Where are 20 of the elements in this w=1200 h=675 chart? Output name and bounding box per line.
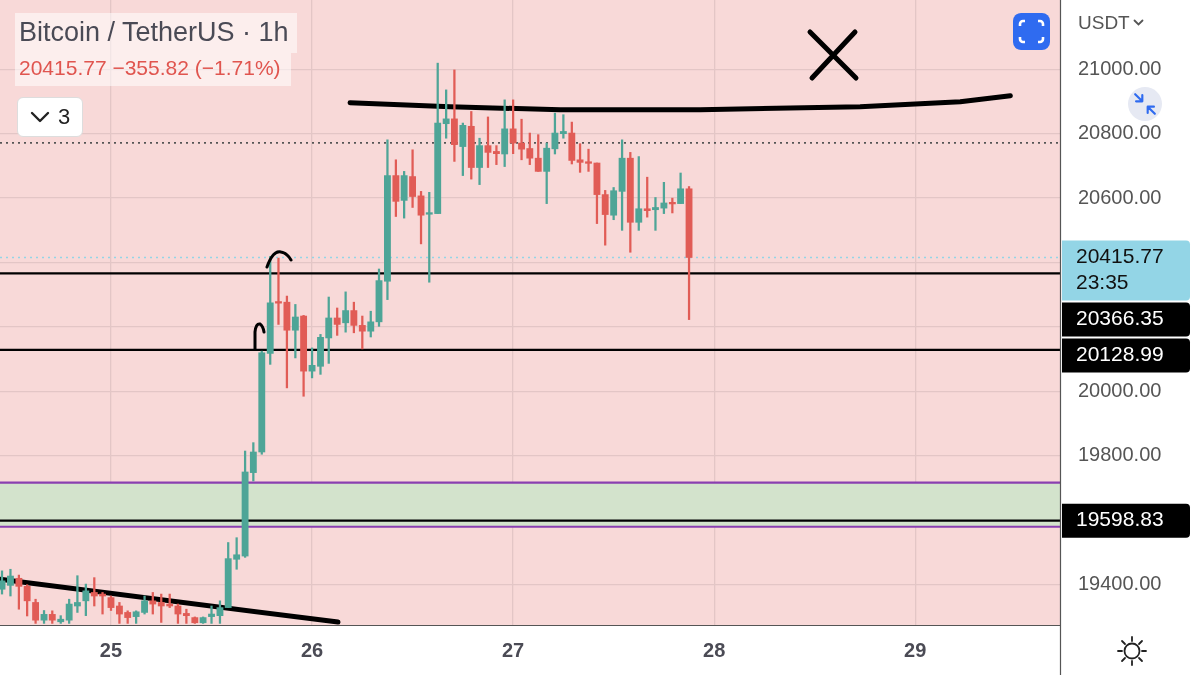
ref-line-label: 20366.35 (1076, 306, 1164, 330)
x-tick-label: 25 (99, 638, 123, 661)
y-tick-label: 19800.00 (1078, 443, 1162, 466)
x-tick-label: 28 (703, 638, 726, 661)
text: 20415.77 −355.82 (−1.71%) (15, 53, 291, 86)
y-tick-label: 20600.00 (1078, 185, 1162, 208)
ref-line-label: 20415.77 23:35 (1076, 244, 1164, 294)
y-tick-label: 20000.00 (1078, 378, 1162, 401)
ref-line-label: 20128.99 (1076, 342, 1164, 366)
text: Bitcoin / TetherUS · 1h (15, 13, 297, 53)
y-tick-label: 21000.00 (1078, 56, 1162, 79)
x-tick-label: 27 (501, 638, 525, 661)
y-axis-title: USDT (1078, 12, 1130, 34)
dropdown-button: 3 (17, 97, 83, 137)
ref-line-label: 19598.83 (1076, 507, 1164, 531)
y-tick-label: 20800.00 (1078, 121, 1162, 144)
x-tick-label: 26 (300, 638, 324, 661)
x-tick-label: 29 (904, 638, 927, 661)
annotation: 3 (57, 104, 71, 130)
y-tick-label: 19400.00 (1078, 572, 1162, 595)
